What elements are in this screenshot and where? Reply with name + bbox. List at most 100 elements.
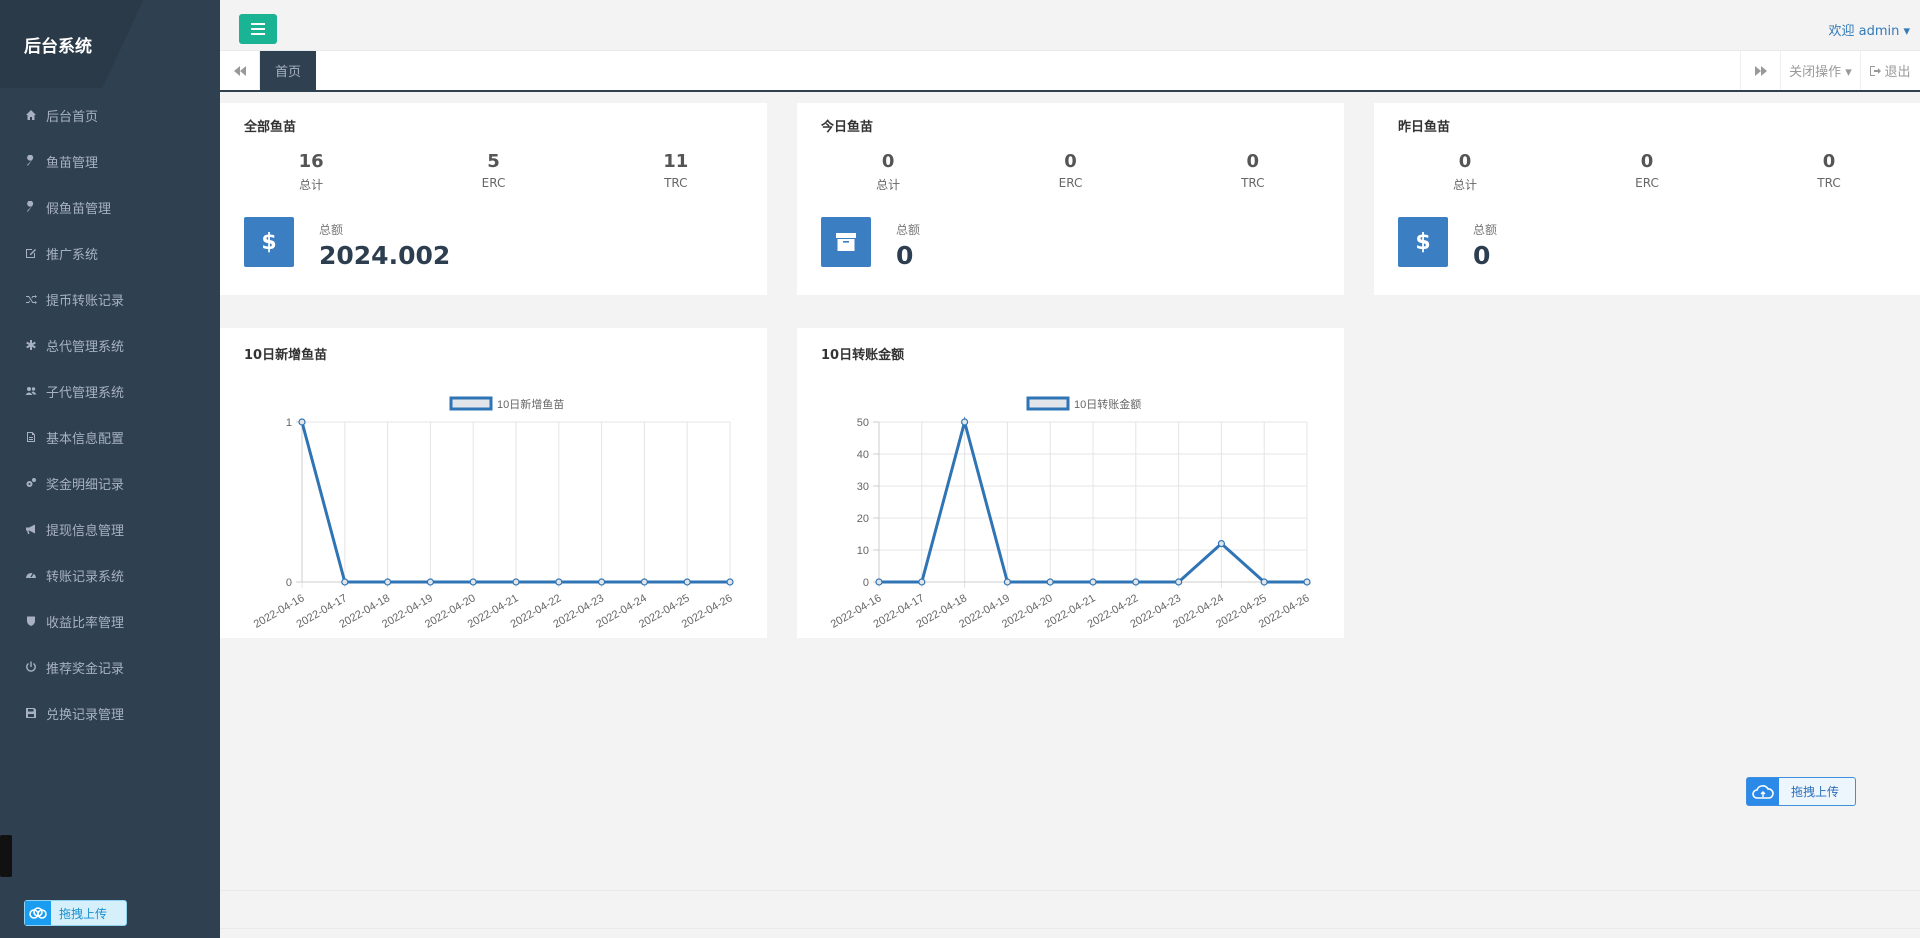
stat-trc: 0 TRC — [1738, 151, 1920, 193]
random-icon — [24, 292, 38, 306]
drag-upload-button-right[interactable]: 拖拽上传 — [1746, 777, 1856, 806]
y-tick-label: 30 — [857, 481, 869, 493]
legend-label: 10日转账金额 — [1074, 397, 1141, 411]
sidebar-item-referral-bonus[interactable]: 推荐奖金记录 — [0, 644, 220, 690]
data-point — [341, 578, 349, 586]
cloud-icon — [25, 901, 51, 925]
legend-swatch — [449, 396, 493, 411]
sidebar-item-label: 子代管理系统 — [46, 385, 125, 401]
sidebar-handle[interactable] — [0, 835, 12, 877]
sidebar-item-home[interactable]: 后台首页 — [0, 92, 220, 138]
stat-erc: 0 ERC — [1556, 151, 1738, 193]
sidebar-item-basic-config[interactable]: 基本信息配置 — [0, 414, 220, 460]
sidebar-item-withdraw-transfer[interactable]: 提币转账记录 — [0, 276, 220, 322]
wrench-icon — [24, 154, 38, 168]
dashboard-icon — [24, 568, 38, 582]
sidebar-item-fry[interactable]: 鱼苗管理 — [0, 138, 220, 184]
edit-icon — [24, 246, 38, 260]
y-tick-label: 40 — [857, 449, 869, 461]
tab-scroll-right-button[interactable] — [1740, 51, 1780, 90]
stat-label: ERC — [1058, 176, 1083, 190]
sidebar-item-label: 推荐奖金记录 — [46, 661, 125, 677]
amount-value: 0 — [1473, 241, 1491, 270]
chart-title: 10日新增鱼苗 — [244, 348, 328, 363]
sidebar-item-exchange-records[interactable]: 兑换记录管理 — [0, 690, 220, 736]
sidebar-item-transfer-records[interactable]: 转账记录系统 — [0, 552, 220, 598]
y-tick-label: 0 — [863, 577, 869, 589]
data-point — [598, 578, 606, 586]
data-point — [683, 578, 691, 586]
sidebar-item-profit-ratio[interactable]: 收益比率管理 — [0, 598, 220, 644]
chart-title: 10日转账金额 — [821, 348, 905, 363]
home-icon — [24, 108, 38, 122]
stat-value: 0 — [881, 151, 895, 172]
stat-value: 5 — [487, 151, 500, 172]
logout-label: 退出 — [1884, 65, 1911, 80]
sidebar-item-label: 提币转账记录 — [46, 293, 125, 309]
data-point — [426, 578, 434, 586]
dollar-icon: $ — [244, 217, 294, 267]
stat-label: 总计 — [876, 178, 901, 192]
cloud-upload-icon — [1747, 778, 1779, 805]
card-title: 今日鱼苗 — [821, 120, 874, 135]
close-operations-dropdown[interactable]: 关闭操作 ▾ — [1780, 51, 1860, 90]
sidebar-item-promotion[interactable]: 推广系统 — [0, 230, 220, 276]
line-chart-transfer-amount: 10日转账金额010203040502022-04-162022-04-1720… — [829, 396, 1312, 631]
double-chevron-right-icon — [1754, 65, 1767, 76]
save-icon — [24, 706, 38, 720]
sidebar-item-general-agent[interactable]: 总代管理系统 — [0, 322, 220, 368]
y-tick-label: 20 — [857, 513, 869, 525]
sidebar-item-sub-agent[interactable]: 子代管理系统 — [0, 368, 220, 414]
chart-card-transfer-amount: 10日转账金额 10日转账金额 0 10 20 30 40 50 2022-04-16 2022… — [797, 328, 1344, 638]
power-icon — [24, 660, 38, 674]
data-point — [961, 418, 969, 426]
sidebar-item-label: 推广系统 — [46, 247, 99, 263]
stat-trc: 0 TRC — [1162, 151, 1344, 193]
menu-toggle-button[interactable] — [239, 14, 277, 44]
sidebar-item-label: 提现信息管理 — [46, 523, 125, 539]
shield-icon — [24, 614, 38, 628]
footer-divider — [220, 890, 1920, 891]
tab-home[interactable]: 首页 — [260, 51, 316, 90]
sidebar-item-label: 后台首页 — [46, 109, 99, 125]
data-point — [1132, 578, 1140, 586]
tab-scroll-left-button[interactable] — [220, 51, 260, 90]
y-tick-label: 1 — [286, 417, 292, 429]
data-point — [918, 578, 926, 586]
amount-label: 总额 — [896, 223, 921, 237]
brand-title: 后台系统 — [0, 0, 220, 88]
amount-value: 2024.002 — [319, 241, 451, 270]
sidebar-item-label: 转账记录系统 — [46, 569, 125, 585]
data-point — [298, 418, 306, 426]
stat-label: ERC — [1635, 176, 1659, 190]
hamburger-icon — [251, 23, 265, 35]
data-point — [1046, 578, 1054, 586]
data-point — [1260, 578, 1268, 586]
logout-button[interactable]: 退出 — [1860, 51, 1920, 90]
data-point — [1175, 578, 1183, 586]
data-point — [469, 578, 477, 586]
sidebar-item-fake-fry[interactable]: 假鱼苗管理 — [0, 184, 220, 230]
data-point — [1003, 578, 1011, 586]
data-point — [1089, 578, 1097, 586]
sidebar-item-bonus-detail[interactable]: 奖金明细记录 — [0, 460, 220, 506]
drag-upload-label: 拖拽上传 — [59, 906, 108, 921]
footer-bar — [220, 928, 1920, 938]
card-title: 全部鱼苗 — [244, 120, 297, 135]
stat-total: 0 总计 — [1374, 151, 1556, 193]
drag-upload-button-left[interactable]: 拖拽上传 — [24, 900, 127, 926]
stat-label: ERC — [481, 176, 506, 190]
stat-erc: 0 ERC — [979, 151, 1161, 193]
data-point — [555, 578, 563, 586]
stat-value: 0 — [1640, 151, 1654, 172]
stat-total: 0 总计 — [797, 151, 979, 193]
sidebar: 后台系统 后台首页 鱼苗管理 假鱼苗管理 推广系统 提币转账记录 总代管理系统 … — [0, 0, 220, 938]
user-menu[interactable]: 欢迎 admin ▾ — [1828, 24, 1910, 39]
double-chevron-left-icon — [233, 65, 246, 76]
data-point — [726, 578, 734, 586]
stat-label: 总计 — [299, 178, 324, 192]
sidebar-item-withdraw-info[interactable]: 提现信息管理 — [0, 506, 220, 552]
stat-value: 0 — [1246, 151, 1260, 172]
sidebar-item-label: 奖金明细记录 — [46, 477, 125, 493]
sidebar-menu: 后台首页 鱼苗管理 假鱼苗管理 推广系统 提币转账记录 总代管理系统 子代管理系… — [0, 92, 220, 736]
